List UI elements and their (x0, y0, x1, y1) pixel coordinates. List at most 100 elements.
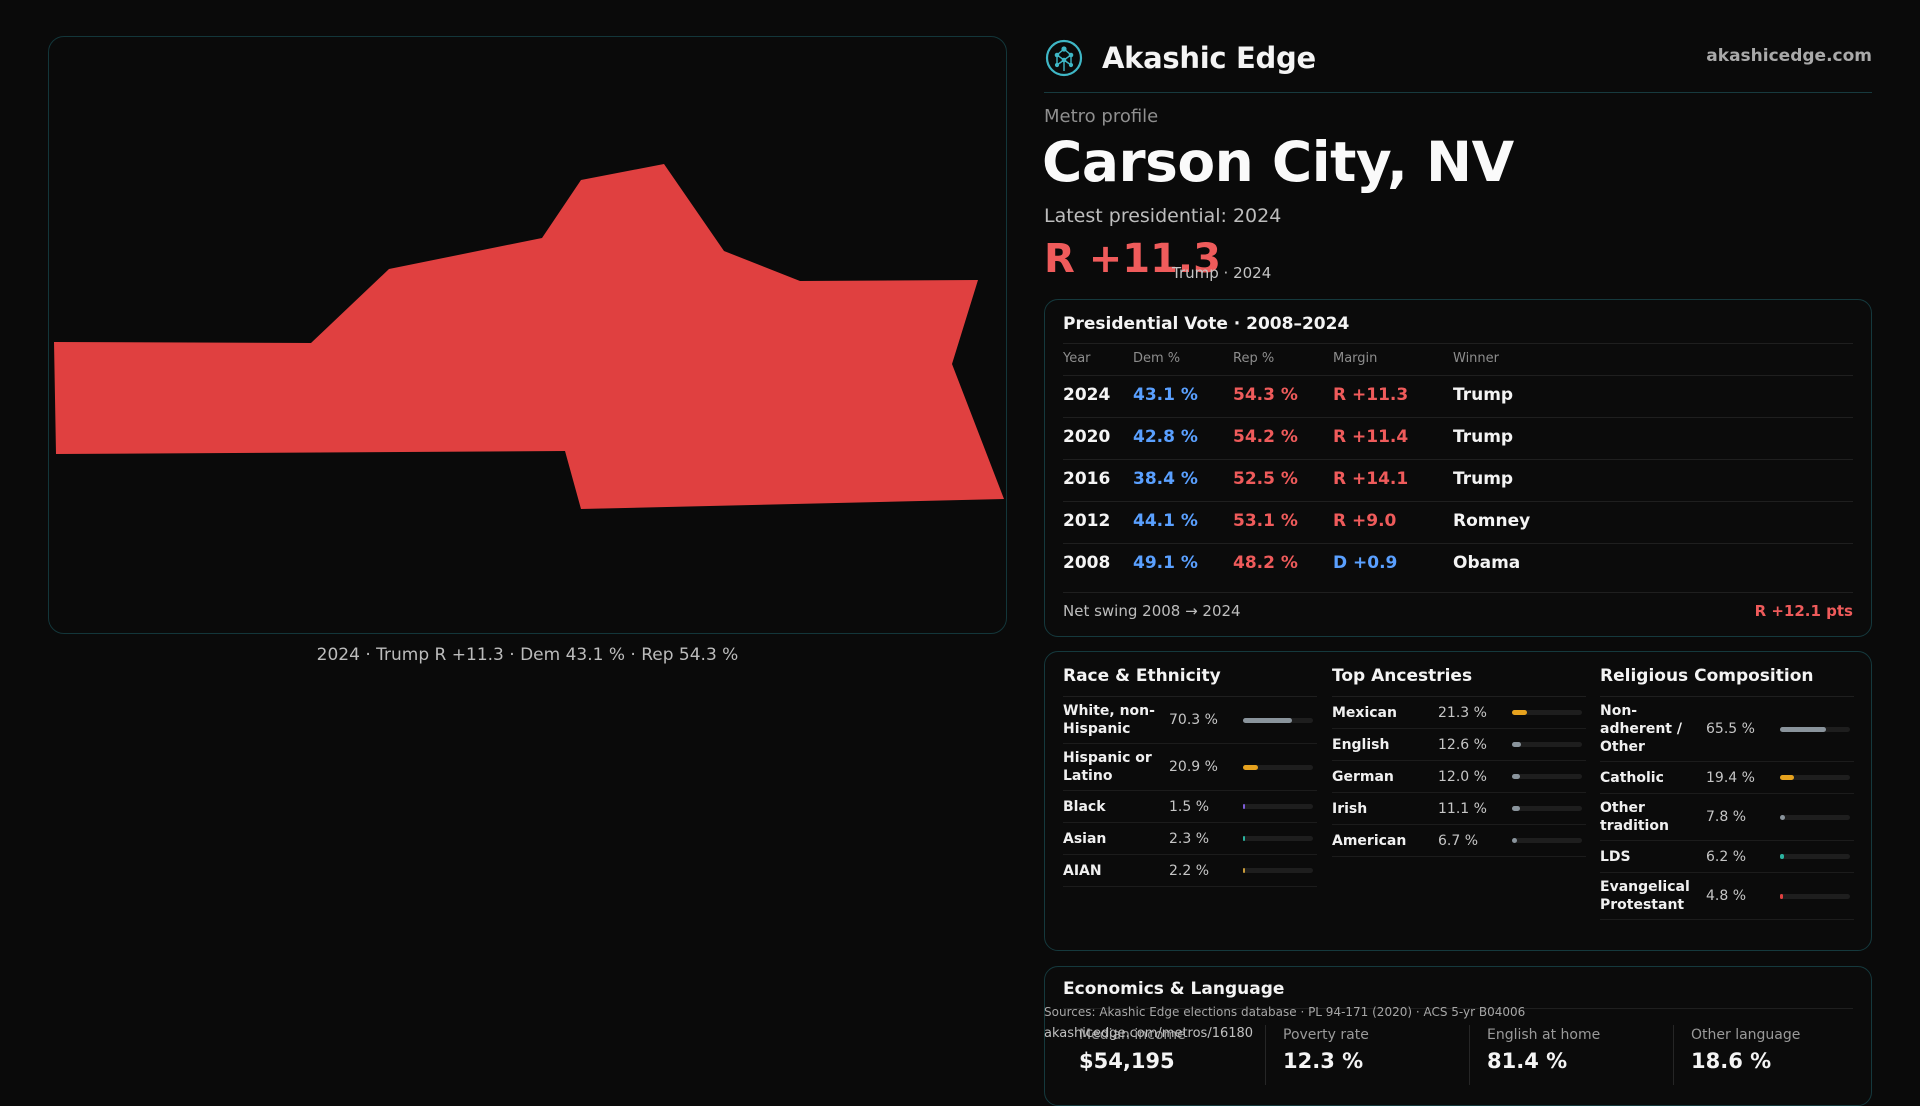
metro-boundary-shape[interactable] (54, 164, 1004, 509)
ancestries-column: Top Ancestries Mexican 21.3 % English 12.6 … (1332, 666, 1586, 857)
winner-cell: Trump (1453, 385, 1514, 405)
ancestry-row: English 12.6 % (1332, 729, 1586, 761)
row-divider (1063, 459, 1853, 460)
row-divider (1063, 543, 1853, 544)
vote-row: 2008 49.1 % 48.2 % D +0.9 Obama (1063, 543, 1853, 585)
row-divider (1063, 501, 1853, 502)
margin-cell: R +11.4 (1333, 427, 1409, 447)
religion-row: Catholic 19.4 % (1600, 762, 1854, 794)
headline-margin: R +11.3 (1044, 236, 1221, 282)
percent-bar-fill (1243, 868, 1245, 873)
row-label: Mexican (1332, 704, 1397, 721)
row-percent: 19.4 % (1706, 769, 1755, 786)
col-header-winner: Winner (1453, 351, 1500, 366)
map-caption: 2024 · Trump R +11.3 · Dem 43.1 % · Rep … (316, 645, 739, 665)
ancestry-row: Irish 11.1 % (1332, 793, 1586, 825)
percent-bar-fill (1512, 806, 1520, 811)
vote-row: 2020 42.8 % 54.2 % R +11.4 Trump (1063, 417, 1853, 459)
percent-bar (1780, 814, 1850, 820)
sources-note: Sources: Akashic Edge elections database… (1044, 1005, 1526, 1019)
margin-cell: R +9.0 (1333, 511, 1397, 531)
religion-row: Non-adherent / Other 65.5 % (1600, 697, 1854, 762)
row-percent: 70.3 % (1169, 712, 1218, 728)
percent-bar (1780, 854, 1850, 859)
headline-margin-detail: Trump · 2024 (1172, 264, 1272, 282)
percent-bar-fill (1512, 774, 1521, 779)
race-row: Asian 2.3 % (1063, 823, 1317, 855)
percent-bar (1243, 868, 1313, 873)
row-label: American (1332, 832, 1407, 849)
row-percent: 21.3 % (1438, 704, 1487, 721)
dem-pct-cell: 44.1 % (1133, 511, 1198, 531)
row-label: Black (1063, 798, 1106, 815)
economics-title: Economics & Language (1063, 979, 1285, 999)
divider (1469, 1025, 1470, 1085)
year-cell: 2024 (1063, 385, 1111, 405)
religion-row: LDS 6.2 % (1600, 841, 1854, 873)
divider (1063, 343, 1853, 344)
dem-pct-cell: 38.4 % (1133, 469, 1198, 489)
row-percent: 12.6 % (1438, 736, 1487, 753)
winner-cell: Trump (1453, 427, 1514, 447)
row-label: English (1332, 736, 1390, 753)
rep-pct-cell: 54.2 % (1233, 427, 1298, 447)
stat-poverty-rate: Poverty rate 12.3 % (1283, 1027, 1473, 1073)
rep-pct-cell: 48.2 % (1233, 553, 1298, 573)
rep-pct-cell: 52.5 % (1233, 469, 1298, 489)
row-divider (1063, 375, 1853, 376)
race-ethnicity-column: Race & Ethnicity White, non-Hispanic 70.3… (1063, 666, 1317, 887)
percent-bar-fill (1780, 814, 1786, 820)
row-percent: 6.7 % (1438, 832, 1479, 849)
col-header-year: Year (1063, 351, 1091, 366)
metro-map-panel[interactable] (48, 36, 1007, 634)
site-url-link[interactable]: akashicedge.com (1706, 46, 1872, 66)
dem-pct-cell: 42.8 % (1133, 427, 1198, 447)
religion-column: Religious Composition Non-adherent / Oth… (1600, 666, 1854, 920)
religion-row: Evangelical Protestant 4.8 % (1600, 873, 1854, 920)
race-row: Hispanic or Latino 20.9 % (1063, 744, 1317, 791)
percent-bar (1512, 774, 1582, 779)
percent-bar (1243, 836, 1313, 841)
vote-row: 2024 43.1 % 54.3 % R +11.3 Trump (1063, 375, 1853, 417)
metro-map[interactable] (49, 37, 1008, 635)
rep-pct-cell: 53.1 % (1233, 511, 1298, 531)
percent-bar-fill (1243, 836, 1245, 841)
stat-median-income: Median income $54,195 (1079, 1027, 1269, 1073)
stat-label: Other language (1691, 1027, 1801, 1043)
row-percent: 11.1 % (1438, 800, 1487, 817)
stat-value: $54,195 (1079, 1049, 1175, 1073)
page-eyebrow: Metro profile (1044, 106, 1159, 127)
source-url-link[interactable]: akashicedge.com/metros/16180 (1044, 1026, 1254, 1041)
vote-row: 2016 38.4 % 52.5 % R +14.1 Trump (1063, 459, 1853, 501)
percent-bar (1512, 838, 1582, 843)
percent-bar-fill (1780, 775, 1794, 780)
percent-bar (1780, 726, 1850, 732)
header-divider (1044, 92, 1872, 93)
row-label: LDS (1600, 848, 1631, 865)
row-label: Asian (1063, 830, 1107, 847)
race-row: White, non-Hispanic 70.3 % (1063, 697, 1317, 744)
year-cell: 2008 (1063, 553, 1111, 573)
ancestries-title: Top Ancestries (1332, 666, 1473, 686)
tree-of-life-icon (1045, 39, 1083, 77)
stat-label: English at home (1487, 1027, 1601, 1043)
divider (1332, 696, 1586, 697)
brand[interactable]: Akashic Edge (1044, 34, 1316, 82)
col-header-margin: Margin (1333, 351, 1378, 366)
row-label: Catholic (1600, 769, 1664, 786)
winner-cell: Romney (1453, 511, 1531, 531)
row-percent: 2.3 % (1169, 830, 1210, 847)
stat-value: 18.6 % (1691, 1049, 1772, 1073)
row-label: Other tradition (1600, 800, 1669, 834)
margin-cell: R +14.1 (1333, 469, 1409, 489)
row-percent: 7.8 % (1706, 809, 1747, 825)
percent-bar (1243, 804, 1313, 809)
percent-bar (1243, 764, 1313, 770)
net-swing-row: Net swing 2008 → 2024 R +12.1 pts (1063, 602, 1853, 620)
stat-label: Poverty rate (1283, 1027, 1369, 1043)
net-swing-label: Net swing 2008 → 2024 (1063, 602, 1241, 620)
row-label: Evangelical Protestant (1600, 879, 1690, 913)
row-percent: 4.8 % (1706, 888, 1747, 904)
demographics-card: Race & Ethnicity White, non-Hispanic 70.3… (1044, 651, 1872, 951)
race-ethnicity-title: Race & Ethnicity (1063, 666, 1221, 686)
